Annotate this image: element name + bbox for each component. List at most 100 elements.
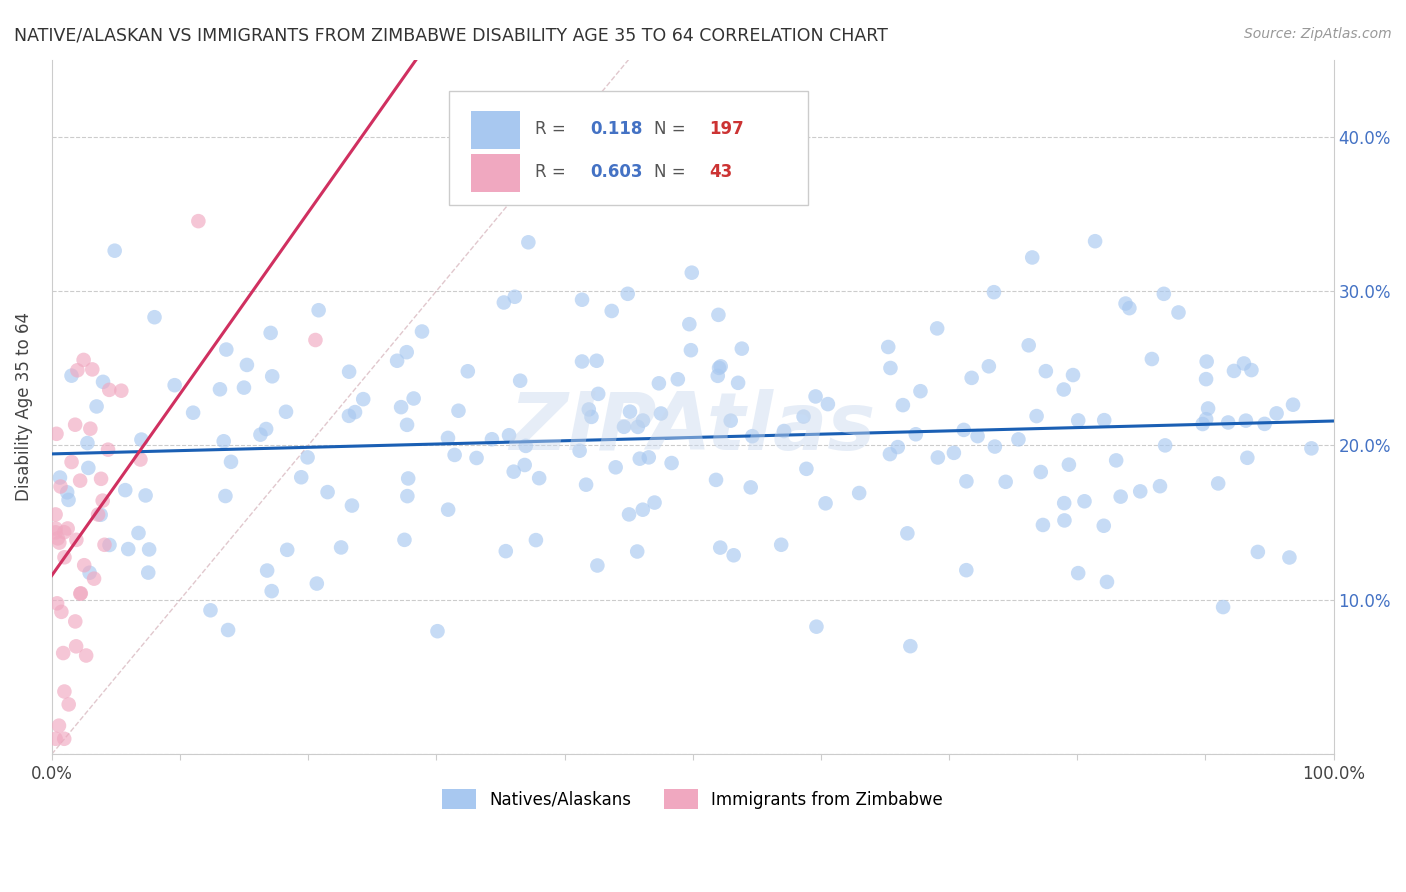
Point <box>304 333 326 347</box>
Point <box>305 576 328 591</box>
Point <box>49 470 72 484</box>
Point <box>877 340 900 354</box>
Point <box>1191 417 1213 431</box>
Point <box>86 400 108 414</box>
Point <box>256 564 278 578</box>
Point <box>1129 484 1152 499</box>
Y-axis label: Disability Age 35 to 64: Disability Age 35 to 64 <box>15 312 32 501</box>
Point <box>79 566 101 580</box>
Point <box>578 402 600 417</box>
Point <box>1095 574 1118 589</box>
Point <box>1118 301 1140 315</box>
Text: N =: N = <box>654 162 692 180</box>
Point <box>1223 364 1246 378</box>
Point <box>98 538 121 552</box>
Point <box>1153 286 1175 301</box>
Point <box>977 359 1000 374</box>
Point <box>394 533 416 547</box>
Point <box>1195 354 1218 368</box>
Point <box>1053 383 1076 397</box>
Point <box>1167 305 1189 319</box>
Point <box>97 442 120 457</box>
Point <box>631 502 654 516</box>
Point <box>1025 409 1047 423</box>
Point <box>887 440 910 454</box>
Point <box>966 429 988 443</box>
Point <box>402 392 425 406</box>
Bar <box>471 112 520 149</box>
Text: ZIPAtlas: ZIPAtlas <box>509 389 876 467</box>
Point <box>1253 417 1275 431</box>
Point <box>45 426 67 441</box>
Point <box>181 406 204 420</box>
Point <box>187 214 209 228</box>
Point <box>48 535 70 549</box>
Point <box>796 462 818 476</box>
Point <box>927 450 949 465</box>
Point <box>613 419 636 434</box>
Point <box>515 439 537 453</box>
Point <box>1029 465 1052 479</box>
Point <box>163 378 186 392</box>
Point <box>48 719 70 733</box>
Point <box>274 405 297 419</box>
Point <box>53 525 76 540</box>
Point <box>45 525 67 540</box>
Point <box>1062 368 1084 382</box>
Point <box>910 384 932 399</box>
Point <box>984 440 1007 454</box>
Point <box>200 603 222 617</box>
Point <box>1206 476 1229 491</box>
Point <box>128 526 150 541</box>
Point <box>1195 372 1218 386</box>
Point <box>983 285 1005 300</box>
Point <box>904 427 927 442</box>
Point <box>219 455 242 469</box>
Point <box>337 365 360 379</box>
Point <box>56 485 79 500</box>
Point <box>1035 364 1057 378</box>
Point <box>93 538 115 552</box>
Point <box>661 456 683 470</box>
Point <box>82 362 104 376</box>
Text: NATIVE/ALASKAN VS IMMIGRANTS FROM ZIMBABWE DISABILITY AGE 35 TO 64 CORRELATION C: NATIVE/ALASKAN VS IMMIGRANTS FROM ZIMBAB… <box>14 27 889 45</box>
Point <box>1278 550 1301 565</box>
Point <box>1154 438 1177 452</box>
Point <box>297 450 319 465</box>
Point <box>1301 442 1323 456</box>
Point <box>793 409 815 424</box>
Point <box>117 542 139 557</box>
Point <box>575 477 598 491</box>
Point <box>131 433 153 447</box>
Point <box>1234 414 1257 428</box>
Point <box>741 429 763 443</box>
Point <box>58 698 80 712</box>
Point <box>720 414 742 428</box>
Point <box>644 495 666 509</box>
Point <box>731 342 754 356</box>
Point <box>60 455 83 469</box>
Legend: Natives/Alaskans, Immigrants from Zimbabwe: Natives/Alaskans, Immigrants from Zimbab… <box>436 783 949 815</box>
Point <box>960 371 983 385</box>
Point <box>513 458 536 472</box>
Point <box>91 375 114 389</box>
Point <box>1073 494 1095 508</box>
Point <box>396 471 419 485</box>
Point <box>352 392 374 406</box>
Text: N =: N = <box>654 120 692 137</box>
Point <box>79 422 101 436</box>
Point <box>581 409 603 424</box>
Point <box>389 400 412 414</box>
Point <box>666 372 689 386</box>
Point <box>586 387 609 401</box>
Point <box>49 479 72 493</box>
Point <box>385 353 408 368</box>
Point <box>1149 479 1171 493</box>
Point <box>927 321 949 335</box>
Point <box>1092 518 1115 533</box>
Point <box>90 472 112 486</box>
Point <box>51 605 73 619</box>
Point <box>214 489 236 503</box>
Point <box>527 471 550 485</box>
Point <box>626 544 648 558</box>
